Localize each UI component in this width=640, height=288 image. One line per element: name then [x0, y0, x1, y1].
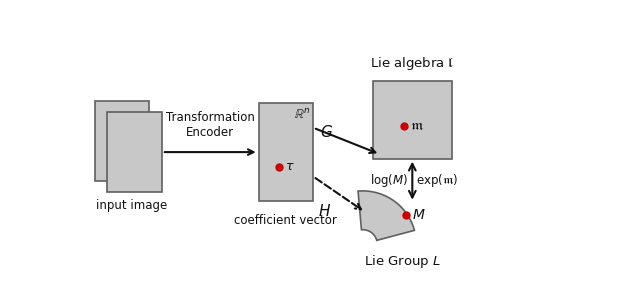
Polygon shape [358, 191, 415, 240]
Bar [95, 101, 150, 181]
Text: $\tau$: $\tau$ [285, 160, 295, 173]
Text: $\mathbb{R}^n$: $\mathbb{R}^n$ [294, 108, 310, 122]
Text: $\mathfrak{m}$: $\mathfrak{m}$ [410, 119, 424, 133]
Text: $G$: $G$ [320, 124, 333, 140]
Text: $M$: $M$ [412, 208, 426, 222]
Text: Lie algebra $\mathfrak{l}$: Lie algebra $\mathfrak{l}$ [370, 55, 454, 72]
Text: $\exp(\mathfrak{m})$: $\exp(\mathfrak{m})$ [416, 172, 459, 189]
Text: coefficient vector: coefficient vector [234, 214, 337, 227]
Text: Transformation
Encoder: Transformation Encoder [166, 111, 255, 139]
Text: input image: input image [97, 199, 168, 212]
Bar [259, 103, 313, 201]
Bar [108, 112, 162, 192]
Bar [372, 81, 452, 159]
Text: $H$: $H$ [317, 203, 331, 219]
Text: Lie Group $L$: Lie Group $L$ [364, 253, 441, 270]
Text: $\log(M)$: $\log(M)$ [370, 172, 408, 189]
